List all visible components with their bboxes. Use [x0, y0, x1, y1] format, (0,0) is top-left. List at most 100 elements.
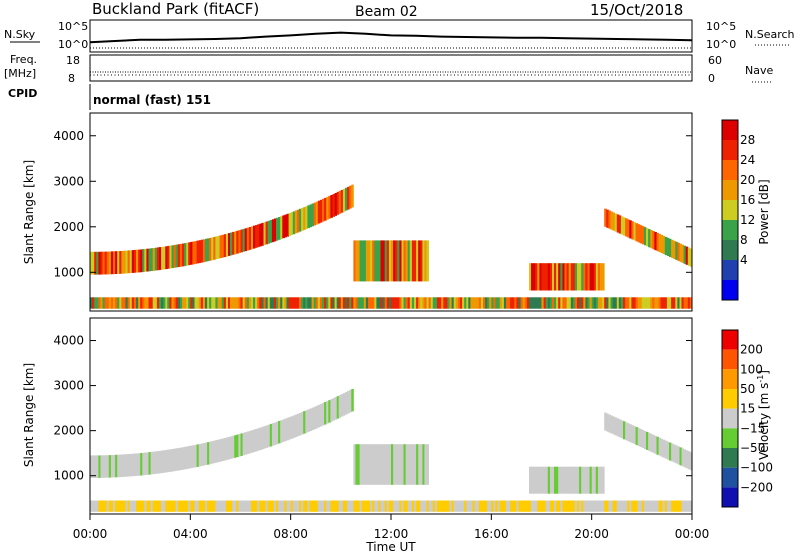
heatmap-cell — [637, 297, 641, 309]
heatmap-cell — [591, 500, 595, 512]
heatmap-cell — [353, 444, 356, 485]
heatmap-cell — [386, 240, 390, 282]
heatmap-cell — [269, 297, 273, 309]
heatmap-cell — [259, 427, 262, 450]
heatmap-cell — [535, 297, 538, 309]
freq-panel — [89, 54, 693, 82]
heatmap-cell — [370, 500, 373, 512]
heatmap-cell — [133, 453, 137, 476]
heatmap-cell — [434, 500, 438, 512]
heatmap-cell — [687, 247, 691, 266]
heatmap-cell — [447, 500, 450, 512]
heatmap-cell — [234, 500, 237, 512]
heatmap-cell — [409, 297, 413, 309]
heatmap-cell — [422, 240, 425, 282]
colorbar-segment — [722, 330, 738, 350]
heatmap-cell — [278, 420, 281, 444]
heatmap-cell — [629, 500, 632, 512]
heatmap-cell — [280, 420, 283, 443]
heatmap-cell — [351, 388, 354, 412]
heatmap-cell — [253, 225, 256, 249]
heatmap-cell — [650, 297, 653, 309]
heatmap-cell — [278, 500, 281, 512]
heatmap-cell — [255, 428, 258, 452]
heatmap-cell — [353, 500, 356, 512]
heatmap-cell — [643, 500, 647, 512]
colorbar-tick-label: −15 — [740, 421, 765, 435]
heatmap-cell — [604, 297, 607, 309]
heatmap-cell — [96, 251, 99, 275]
heatmap-cell — [347, 500, 350, 512]
heatmap-cell — [296, 500, 300, 512]
heatmap-cell — [554, 297, 557, 309]
heatmap-cell — [424, 240, 427, 282]
heatmap-cell — [131, 453, 135, 477]
heatmap-cell — [689, 248, 693, 267]
heatmap-cell — [238, 297, 241, 309]
heatmap-cell — [167, 500, 170, 512]
heatmap-cell — [639, 500, 643, 512]
heatmap-cell — [202, 443, 206, 466]
heatmap-cell — [288, 417, 292, 440]
colorbar-tick-label: 24 — [740, 153, 755, 167]
heatmap-cell — [397, 500, 400, 512]
heatmap-cell — [643, 431, 647, 449]
heatmap-cell — [437, 500, 440, 512]
heatmap-cell — [683, 297, 687, 309]
heatmap-cell — [468, 297, 471, 309]
heatmap-cell — [374, 240, 377, 282]
heatmap-cell — [378, 297, 381, 309]
heatmap-cell — [125, 500, 128, 512]
heatmap-cell — [182, 297, 185, 309]
heatmap-cell — [558, 263, 561, 291]
heatmap-cell — [384, 240, 388, 282]
heatmap-cell — [654, 500, 657, 512]
heatmap-cell — [602, 297, 605, 309]
heatmap-cell — [386, 444, 390, 485]
heatmap-cell — [625, 218, 628, 237]
heatmap-cell — [115, 454, 118, 478]
heatmap-cell — [416, 444, 419, 485]
heatmap-cell — [113, 297, 116, 309]
heatmap-cell — [94, 455, 97, 478]
time-x-ticks: 00:00 04:00 08:00 12:00 16:00 20:00 00:00 — [73, 514, 709, 541]
heatmap-cell — [332, 194, 335, 217]
heatmap-cell — [397, 297, 400, 309]
heatmap-cell — [244, 228, 248, 252]
heatmap-cell — [265, 500, 269, 512]
heatmap-cell — [326, 401, 329, 424]
heatmap-cell — [311, 407, 315, 431]
heatmap-cell — [673, 297, 676, 309]
heatmap-cell — [144, 297, 147, 309]
heatmap-cell — [388, 240, 392, 282]
heatmap-cell — [380, 297, 383, 309]
heatmap-cell — [257, 297, 260, 309]
heatmap-cell — [186, 242, 189, 266]
heatmap-cell — [336, 396, 340, 419]
heatmap-cell — [148, 248, 151, 272]
heatmap-cell — [332, 500, 335, 512]
heatmap-cell — [497, 297, 501, 309]
heatmap-cell — [305, 500, 308, 512]
heatmap-cell — [317, 500, 321, 512]
heatmap-cell — [171, 449, 174, 472]
heatmap-cell — [146, 452, 149, 475]
heatmap-cell — [639, 225, 643, 244]
heatmap-cell — [420, 297, 423, 309]
colorbar-tick-label: 20 — [740, 173, 755, 187]
heatmap-cell — [133, 249, 137, 273]
heatmap-cell — [317, 404, 321, 428]
heatmap-cell — [549, 500, 553, 512]
heatmap-cell — [620, 420, 624, 439]
heatmap-cell — [403, 240, 406, 282]
heatmap-cell — [464, 297, 467, 309]
heatmap-cell — [612, 500, 616, 512]
heatmap-cell — [587, 466, 590, 494]
heatmap-cell — [531, 297, 534, 309]
heatmap-cell — [558, 297, 561, 309]
heatmap-cell — [685, 246, 689, 265]
heatmap-cell — [240, 433, 243, 456]
heatmap-cell — [405, 297, 409, 309]
heatmap-cell — [242, 500, 246, 512]
heatmap-cell — [512, 500, 515, 512]
